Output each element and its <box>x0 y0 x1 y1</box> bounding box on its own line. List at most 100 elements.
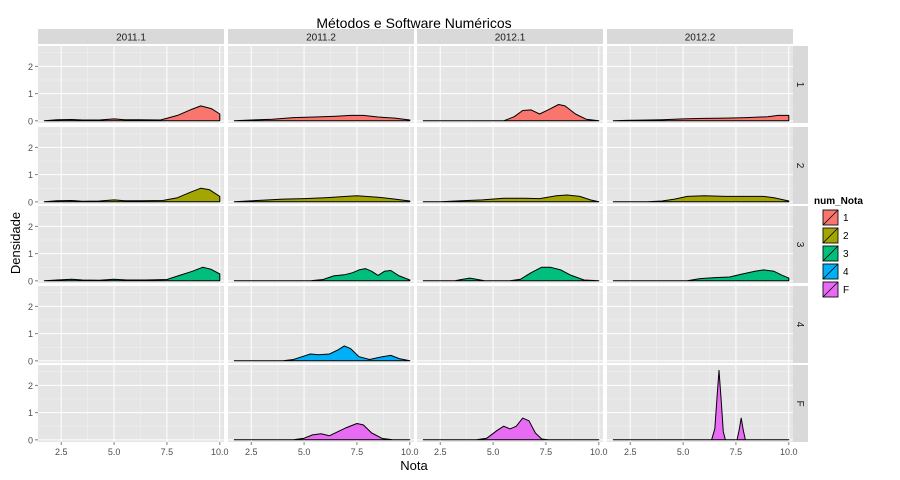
legend-swatch-diagonal <box>822 245 839 262</box>
x-axis-label: Nota <box>400 458 428 473</box>
legend-swatch-diagonal <box>822 281 839 298</box>
facet-strip-label: 2 <box>794 163 805 169</box>
y-tick-label: 1 <box>28 89 33 99</box>
facet-strip-label: 3 <box>794 242 805 248</box>
panels-layer: 2011.1 2011.2 2012.1 2012.2 1 2 3 4 F 0 1 2 0 1 2 0 1 2 0 1… <box>28 29 808 457</box>
x-tick-label: 7.5 <box>351 447 364 457</box>
y-tick-label: 2 <box>28 222 33 232</box>
legend-label: 1 <box>843 213 849 224</box>
x-tick-label: 7.5 <box>161 447 174 457</box>
density-area <box>612 369 790 441</box>
density-area <box>422 104 600 122</box>
density-area <box>422 266 600 282</box>
y-tick-label: 1 <box>28 408 33 418</box>
facet-strip-label: 4 <box>794 322 805 328</box>
facet-panel-2011-1-3: 0 1 2 <box>28 206 224 286</box>
x-tick-label: 2.5 <box>434 447 447 457</box>
y-tick-label: 2 <box>28 381 33 391</box>
y-tick-label: 2 <box>28 143 33 153</box>
facet-panel-2012-2-2 <box>607 127 793 204</box>
facet-strip-label: 2012.1 <box>495 33 526 44</box>
legend-label: 2 <box>843 231 849 242</box>
density-area <box>233 114 411 122</box>
facet-panel-2011-2-4 <box>228 286 414 363</box>
facet-panel-2012-1-4 <box>417 286 603 363</box>
legend: num_Nota 1 2 3 4 F <box>814 196 863 298</box>
density-area <box>612 114 790 122</box>
facet-strip-row-3 <box>791 206 808 283</box>
panel-background <box>607 365 793 442</box>
x-tick-label: 7.5 <box>540 447 553 457</box>
panel-background <box>607 46 793 123</box>
x-tick-label: 5.0 <box>677 447 690 457</box>
x-tick-label: 10.0 <box>401 447 419 457</box>
facet-panel-2012-1-2 <box>417 127 603 204</box>
density-area <box>422 194 600 203</box>
density-area <box>233 268 411 282</box>
y-tick-label: 0 <box>28 116 33 126</box>
facet-strip-row-1 <box>791 46 808 123</box>
facet-strip-col-2011-2 <box>228 29 414 44</box>
x-tick-label: 5.0 <box>298 447 311 457</box>
legend-label: 3 <box>843 249 849 260</box>
y-tick-label: 0 <box>28 435 33 445</box>
x-tick-label: 2.5 <box>245 447 258 457</box>
facet-panel-2011-2-1 <box>228 46 414 123</box>
x-tick-label: 2.5 <box>55 447 68 457</box>
panel-background <box>228 127 414 204</box>
x-tick-label: 10.0 <box>780 447 798 457</box>
facet-panel-2011-2-F: 2.5 5.0 7.5 10.0 <box>228 365 419 457</box>
panel-background <box>38 286 224 363</box>
y-tick-label: 1 <box>28 329 33 339</box>
panel-background <box>417 286 603 363</box>
facet-strip-label: 1 <box>794 82 805 88</box>
density-area <box>233 345 411 362</box>
y-tick-label: 1 <box>28 170 33 180</box>
facet-strip-col-2012-1 <box>417 29 603 44</box>
y-tick-label: 0 <box>28 356 33 366</box>
facet-panel-2011-2-3 <box>228 206 414 283</box>
panel-background <box>607 127 793 204</box>
y-tick-label: 0 <box>28 197 33 207</box>
panel-background <box>228 286 414 363</box>
y-tick-label: 2 <box>28 62 33 72</box>
facet-strip-col-2012-2 <box>607 29 793 44</box>
panel-background <box>228 46 414 123</box>
legend-label: F <box>843 285 849 296</box>
density-area <box>43 105 221 122</box>
y-tick-label: 0 <box>28 276 33 286</box>
facet-strip-row-4 <box>791 286 808 363</box>
facet-strip-row-F <box>791 365 808 442</box>
facet-strip-label: 2011.2 <box>306 33 336 44</box>
facet-panel-2011-1-4: 0 1 2 <box>28 286 224 366</box>
density-area <box>233 195 411 203</box>
x-tick-label: 10.0 <box>590 447 608 457</box>
facet-panel-2012-2-4 <box>607 286 793 363</box>
x-tick-label: 2.5 <box>624 447 637 457</box>
facet-strip-label: 2011.1 <box>116 33 146 44</box>
facet-panel-2012-2-F: 2.5 5.0 7.5 10.0 <box>607 365 798 457</box>
legend-swatch-diagonal <box>822 263 839 280</box>
panel-background <box>417 127 603 204</box>
legend-title: num_Nota <box>814 196 863 207</box>
density-area <box>422 417 600 441</box>
chart-title: Métodos e Software Numéricos <box>316 15 511 31</box>
facet-panel-2011-1-2: 0 1 2 <box>28 127 224 207</box>
facet-strip-label: F <box>794 400 805 406</box>
x-tick-label: 10.0 <box>211 447 229 457</box>
legend-swatch-diagonal <box>822 227 839 244</box>
panel-background <box>607 286 793 363</box>
density-area <box>233 423 411 441</box>
y-tick-label: 1 <box>28 249 33 259</box>
panel-background <box>417 46 603 123</box>
density-area <box>43 187 221 203</box>
facet-strip-row-2 <box>791 127 808 204</box>
legend-label: 4 <box>843 267 849 278</box>
facet-panel-2012-1-3 <box>417 206 603 283</box>
facet-panel-2012-1-1 <box>417 46 603 123</box>
facet-panel-2012-1-F: 2.5 5.0 7.5 10.0 <box>417 365 608 457</box>
panel-background <box>38 365 224 442</box>
facet-panel-2012-2-3 <box>607 206 793 283</box>
facet-panel-2012-2-1 <box>607 46 793 123</box>
